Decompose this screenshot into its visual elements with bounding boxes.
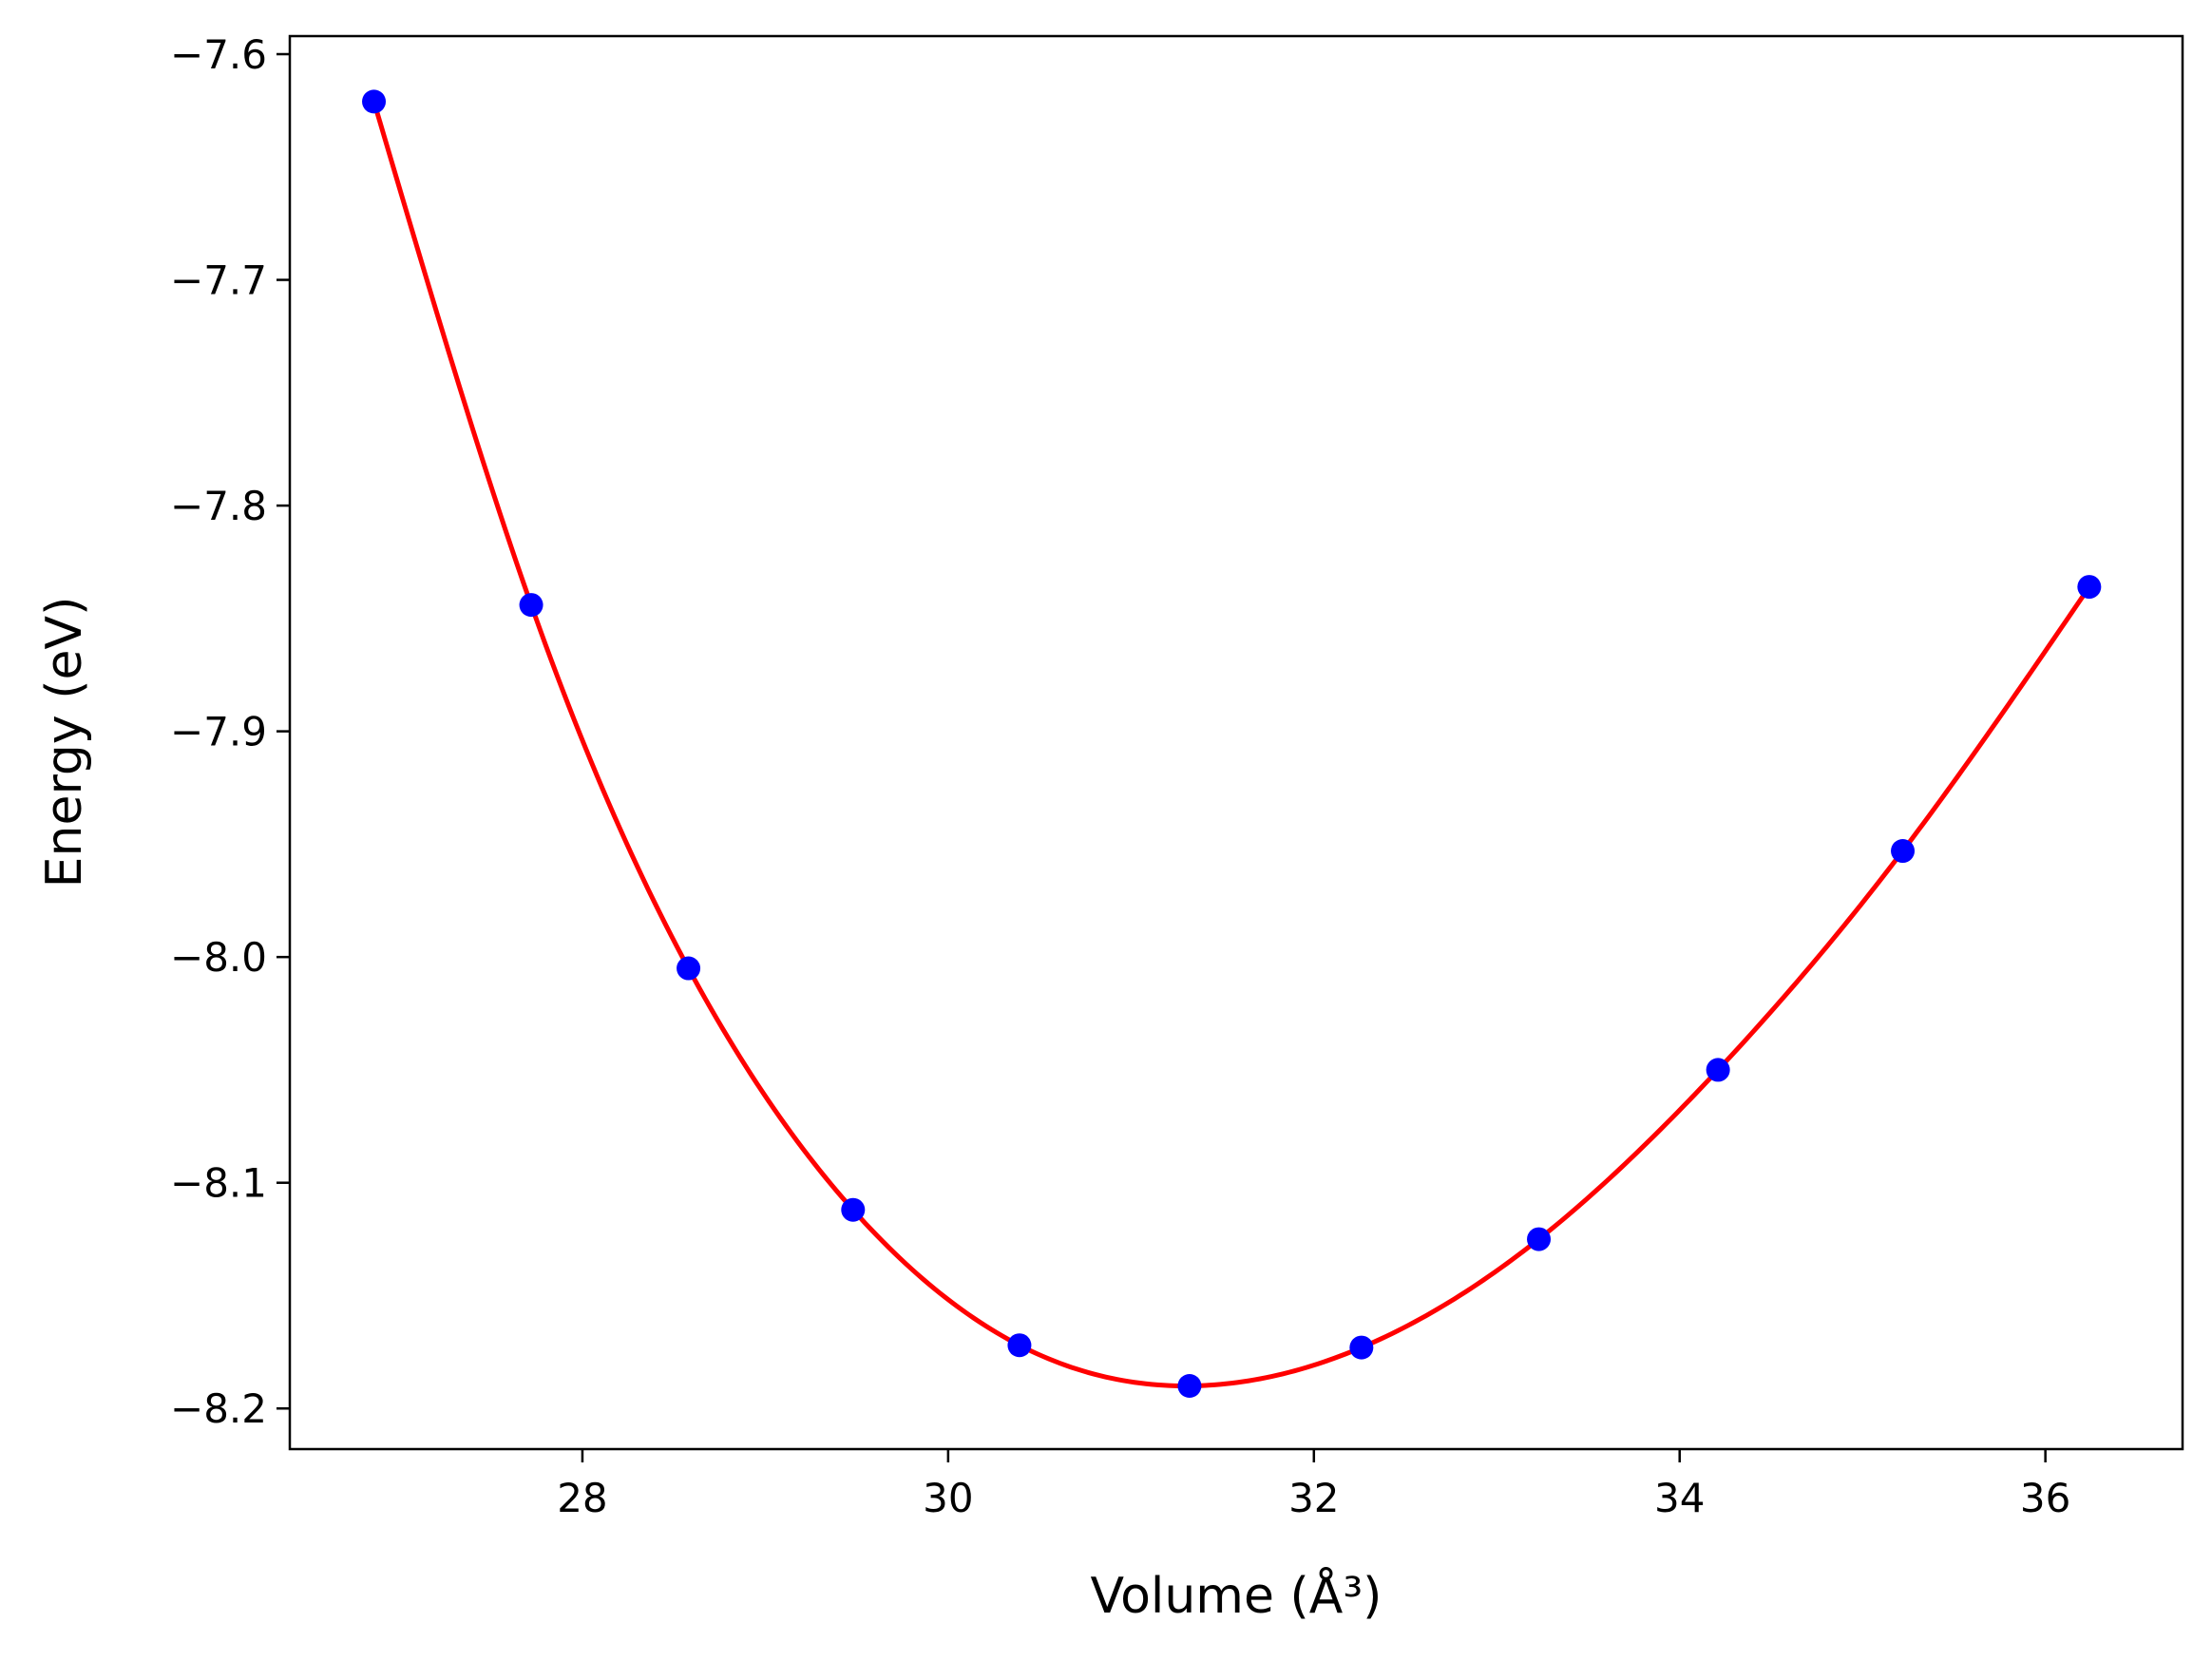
y-tick-label: −8.0 — [170, 934, 267, 981]
x-axis-ticks: 28 30 32 34 36 — [557, 1449, 2070, 1521]
data-point — [1007, 1333, 1032, 1358]
data-point — [1706, 1058, 1730, 1082]
y-axis-title: Energy (eV) — [36, 597, 93, 888]
y-tick-label: −7.9 — [170, 709, 267, 755]
data-point — [1891, 839, 1916, 864]
plot-area — [290, 36, 2183, 1449]
x-tick-label: 36 — [2020, 1475, 2070, 1521]
x-tick-label: 30 — [923, 1475, 973, 1521]
x-tick-label: 34 — [1654, 1475, 1705, 1521]
data-point — [362, 89, 387, 114]
fit-curve-layer — [372, 101, 2091, 1389]
x-axis-title: Volume (Å³) — [1091, 1566, 1382, 1625]
data-point — [677, 956, 701, 981]
data-point — [2077, 575, 2102, 600]
data-point — [1349, 1335, 1374, 1360]
y-tick-label: −8.2 — [170, 1385, 267, 1432]
plot-frame — [288, 34, 2184, 1451]
data-points-layer — [362, 89, 2102, 1398]
y-axis-ticks: −7.6 −7.7 −7.8 −7.9 −8.0 −8.1 −8.2 — [170, 31, 290, 1432]
x-tick-label: 28 — [557, 1475, 607, 1521]
y-tick-label: −8.1 — [170, 1160, 267, 1207]
y-tick-label: −7.6 — [170, 31, 267, 78]
data-point — [1527, 1227, 1552, 1251]
fit-curve-line — [372, 101, 2091, 1389]
y-tick-label: −7.7 — [170, 258, 267, 304]
y-tick-label: −7.8 — [170, 483, 267, 529]
data-point — [841, 1197, 866, 1222]
data-point — [519, 593, 543, 618]
data-point — [1177, 1373, 1202, 1398]
x-tick-label: 32 — [1288, 1475, 1339, 1521]
